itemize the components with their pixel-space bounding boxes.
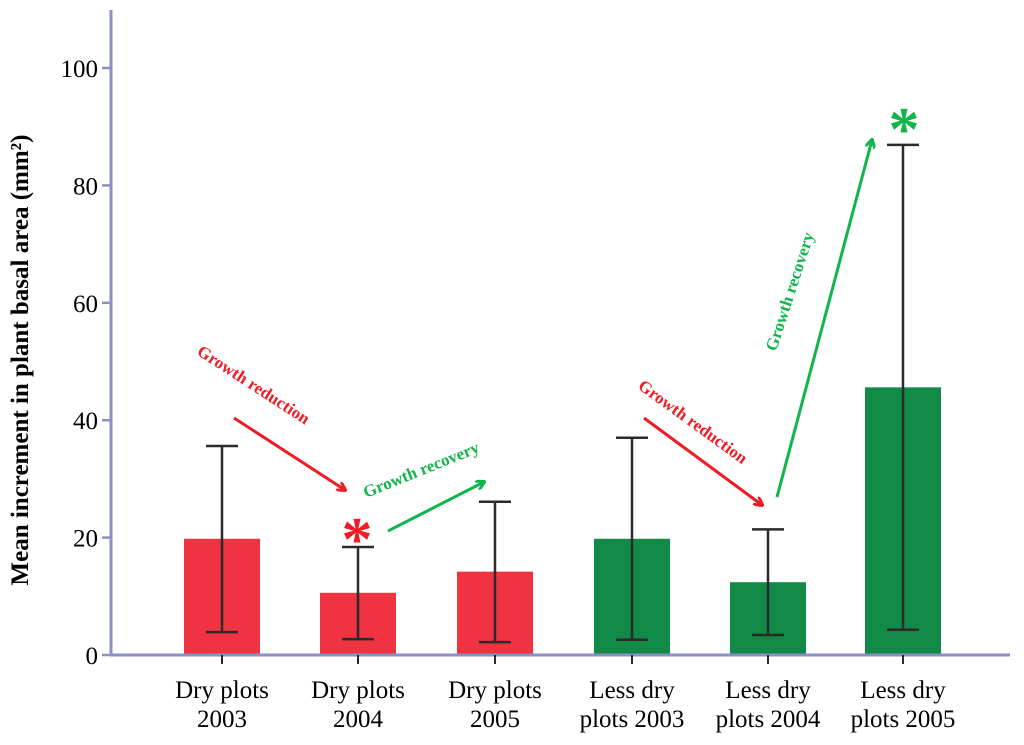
growth-reduction-arrow-2 [643,416,762,505]
y-tick-label-60: 60 [73,291,98,318]
growth-recovery-label-2: Growth recovery [762,229,818,353]
y-tick-label-80: 80 [73,173,98,200]
x-tick-label-2-line2: 2004 [333,706,384,733]
x-tick-label-6-line1: Less dry [860,677,946,704]
error-bar-4 [616,436,648,641]
axes [109,10,1010,664]
x-tick-label-4-line1: Less dry [589,677,675,704]
growth-recovery-arrow-1 [387,482,484,533]
error-bar-6 [887,143,919,632]
bars [184,387,941,655]
error-bar-3 [479,500,511,644]
y-tick-label-100: 100 [61,56,99,83]
x-tick-label-5-line1: Less dry [725,677,811,704]
y-ticks: 0 20 40 60 80 100 [61,56,111,670]
x-tick-label-1-line2: 2003 [197,706,247,733]
x-tick-label-6-line2: plots 2005 [851,706,956,733]
error-bars [206,143,919,644]
growth-reduction-arrow-1 [233,416,345,490]
error-bar-1 [206,444,238,634]
x-tick-label-1-line1: Dry plots [175,677,269,704]
annotations: Growth reduction Growth recovery Growth … [194,96,920,574]
x-tick-label-4-line2: plots 2003 [580,706,685,733]
x-tick-label-3-line2: 2005 [470,706,520,733]
significance-star-green: * [889,96,920,164]
y-axis-title: Mean increment in plant basal area (mm²) [7,135,34,586]
y-tick-label-20: 20 [73,526,98,553]
error-bar-5 [752,528,784,637]
significance-star-red: * [342,506,373,574]
y-tick-label-0: 0 [86,643,99,670]
growth-reduction-label-1: Growth reduction [194,341,314,428]
error-bar-2 [342,545,374,641]
y-tick-label-40: 40 [73,408,98,435]
x-tick-label-3-line1: Dry plots [448,677,542,704]
x-tick-label-2-line1: Dry plots [311,677,405,704]
x-tick-label-5-line2: plots 2004 [716,706,821,733]
growth-recovery-arrow-2 [775,140,872,498]
